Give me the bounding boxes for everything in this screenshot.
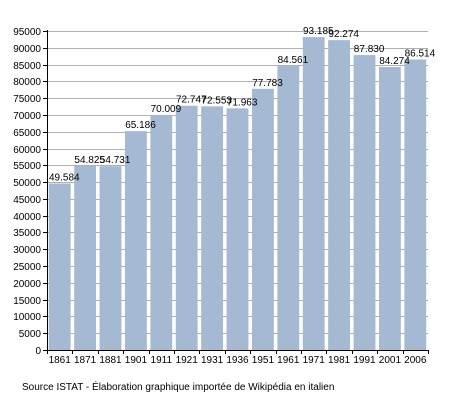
y-tick-label: 65000 xyxy=(13,128,41,139)
x-tick-label: 1936 xyxy=(226,355,249,366)
y-tick-label: 20000 xyxy=(13,279,41,290)
bar xyxy=(277,66,300,350)
data-label: 86.514 xyxy=(405,48,436,59)
y-tick-label: 75000 xyxy=(13,94,41,105)
bar xyxy=(251,88,274,351)
x-tick-label: 2001 xyxy=(379,355,402,366)
data-label: 77.783 xyxy=(252,78,283,89)
x-tick-label: 1881 xyxy=(99,355,122,366)
y-tick-label: 95000 xyxy=(13,27,41,38)
y-tick-label: 10000 xyxy=(13,312,41,323)
bar xyxy=(328,40,351,350)
y-tick-label: 40000 xyxy=(13,212,41,223)
axes xyxy=(43,30,429,354)
bar xyxy=(175,105,198,350)
source-caption: Source ISTAT - Élaboration graphique imp… xyxy=(22,382,335,393)
bar xyxy=(124,131,147,350)
x-tick-label: 2006 xyxy=(404,355,427,366)
y-tick-labels: 0 5000 10000 15000 20000 25000 30000 35000 40000… xyxy=(13,27,41,357)
bar xyxy=(378,67,401,350)
y-tick-label: 30000 xyxy=(13,245,41,256)
y-tick-label: 15000 xyxy=(13,296,41,307)
x-tick-label: 1991 xyxy=(353,355,376,366)
bar xyxy=(74,165,97,350)
data-label: 84.561 xyxy=(278,55,309,66)
data-label: 92.274 xyxy=(328,29,359,40)
data-label: 87.830 xyxy=(354,44,385,55)
y-tick-label: 50000 xyxy=(13,178,41,189)
data-label: 72.747 xyxy=(176,95,207,106)
bar xyxy=(226,108,249,350)
data-label: 93.185 xyxy=(303,26,334,37)
bar xyxy=(353,55,376,350)
x-tick-label: 1871 xyxy=(74,355,97,366)
data-label: 70.009 xyxy=(151,104,182,115)
x-tick-labels: 1861 1871 1881 1901 1911 1921 1931 1936 1951 1961… xyxy=(49,355,427,366)
data-label: 54.825 xyxy=(74,155,105,166)
bars xyxy=(48,37,427,351)
data-label: 84.274 xyxy=(379,56,410,67)
bar xyxy=(302,37,325,351)
data-label: 49.584 xyxy=(49,173,80,184)
y-tick-label: 85000 xyxy=(13,61,41,72)
bar xyxy=(404,59,427,351)
x-tick-label: 1911 xyxy=(151,355,173,366)
x-tick-label: 1951 xyxy=(252,355,275,366)
bar xyxy=(99,166,122,350)
data-label: 65.186 xyxy=(125,120,156,131)
x-tick-label: 1931 xyxy=(201,355,224,366)
x-tick-label: 1961 xyxy=(277,355,300,366)
y-tick-label: 55000 xyxy=(13,161,41,172)
x-tick-label: 1861 xyxy=(49,355,72,366)
data-label: 71.963 xyxy=(227,97,258,108)
y-tick-label: 80000 xyxy=(13,77,41,88)
bar xyxy=(150,114,173,350)
y-tick-label: 45000 xyxy=(13,195,41,206)
x-tick-label: 1981 xyxy=(328,355,351,366)
bar xyxy=(201,106,224,350)
y-tick-label: 25000 xyxy=(13,262,41,273)
bar xyxy=(48,183,71,350)
y-tick-label: 5000 xyxy=(19,329,42,340)
x-tick-label: 1921 xyxy=(176,355,199,366)
data-label: 54.731 xyxy=(100,155,131,166)
y-tick-label: 90000 xyxy=(13,44,41,55)
y-tick-label: 60000 xyxy=(13,145,41,156)
data-label: 72.553 xyxy=(201,95,232,106)
x-tick-label: 1901 xyxy=(125,355,148,366)
y-tick-label: 0 xyxy=(35,346,41,357)
x-tick-label: 1971 xyxy=(303,355,326,366)
y-tick-label: 70000 xyxy=(13,111,41,122)
y-tick-label: 35000 xyxy=(13,228,41,239)
